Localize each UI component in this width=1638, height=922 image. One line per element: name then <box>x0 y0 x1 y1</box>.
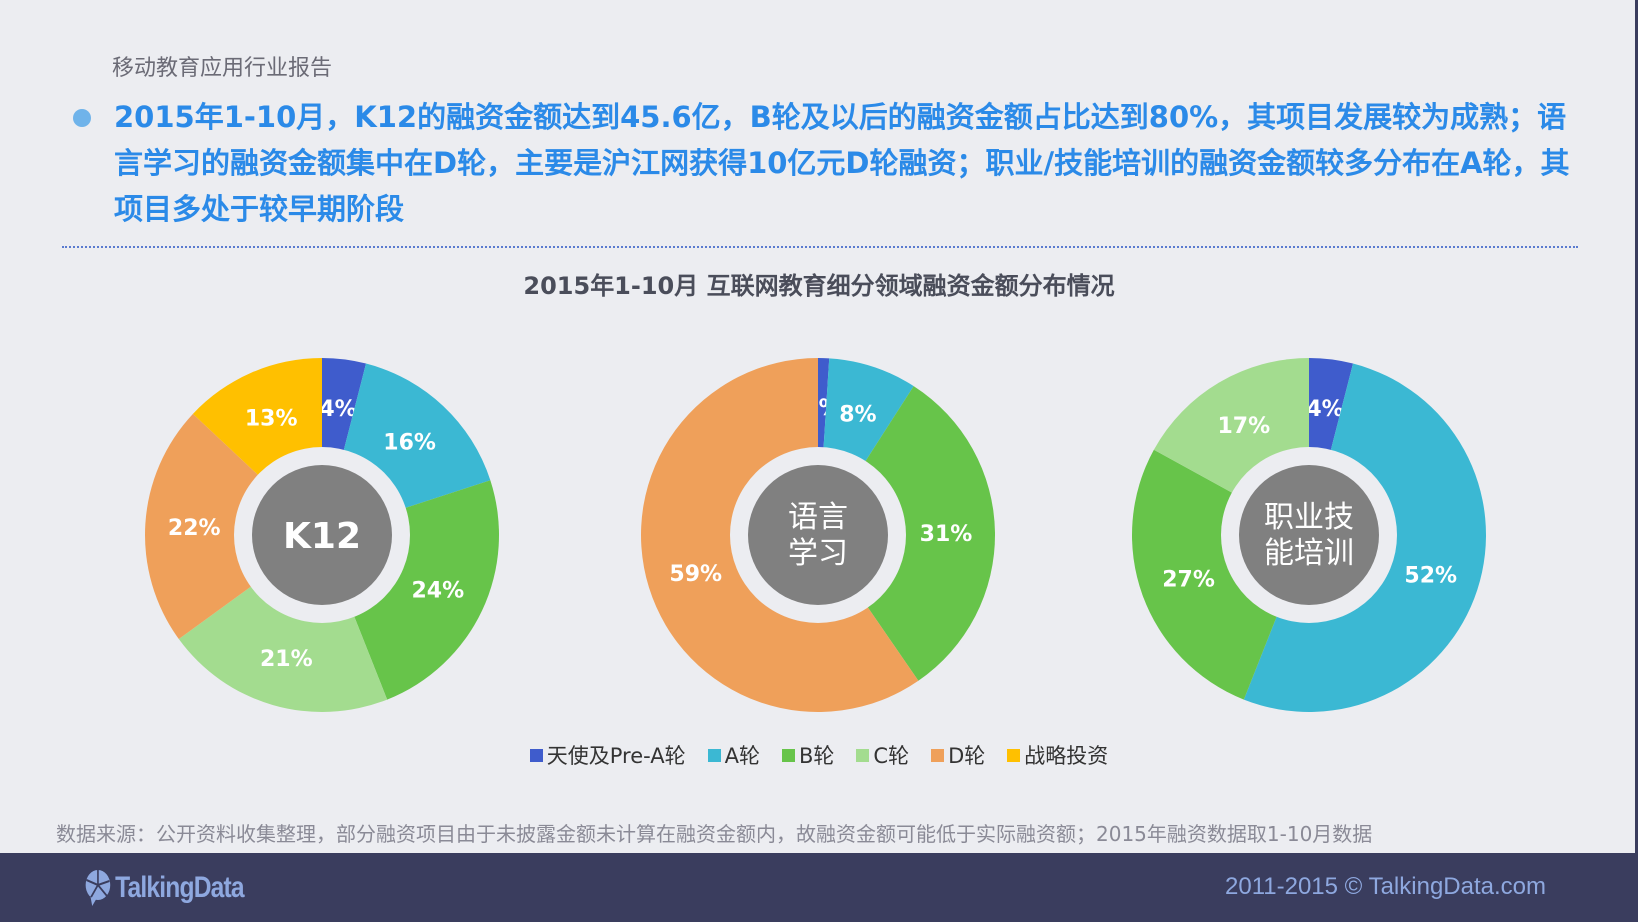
report-title: 移动教育应用行业报告 <box>112 56 333 81</box>
talkingdata-logo: TalkingData <box>84 869 245 907</box>
slice-label: 21% <box>260 647 313 672</box>
donut-slice <box>144 413 322 640</box>
donut-charts: 4%16%24%21%22%13%K121%8%31%59%语言学习4%52%2… <box>144 358 1487 712</box>
slice-label: 24% <box>411 578 464 603</box>
divider <box>62 246 1578 248</box>
summary-text: 2015年1-10月，K12的融资金额达到45.6亿，B轮及以后的融资金额占比达… <box>114 100 1570 226</box>
center-label: 语言学习 <box>788 500 848 571</box>
slice-label: 4% <box>319 397 356 422</box>
copyright: 2011-2015 © TalkingData.com <box>1225 873 1546 900</box>
slice-label: 16% <box>383 431 436 456</box>
legend-label: B轮 <box>798 744 835 768</box>
legend-item: C轮 <box>856 740 909 770</box>
legend-swatch <box>1007 748 1021 762</box>
legend-label: A轮 <box>724 744 760 768</box>
legend-swatch <box>529 748 543 762</box>
legend-item: A轮 <box>707 740 760 770</box>
center-circle <box>252 465 392 605</box>
donut-slice <box>818 386 995 681</box>
center-label: K12 <box>283 516 361 557</box>
slice-label: 13% <box>245 407 298 432</box>
legend-item: 战略投资 <box>1007 740 1108 770</box>
logo-icon <box>85 870 111 906</box>
legend-item: B轮 <box>781 740 835 770</box>
logo-text: TalkingData <box>115 871 244 904</box>
legend-swatch <box>781 748 795 762</box>
center-label: 职业技能培训 <box>1264 500 1354 571</box>
chart-title: 2015年1-10月 互联网教育细分领域融资金额分布情况 <box>523 272 1115 300</box>
legend-swatch <box>856 748 870 762</box>
legend-item: D轮 <box>931 740 985 770</box>
slice-label: 59% <box>669 562 722 587</box>
legend-swatch <box>707 748 721 762</box>
bullet-icon <box>73 109 91 127</box>
legend: 天使及Pre-A轮 A轮 B轮 C轮 D轮 战略投资 <box>0 740 1638 770</box>
legend-label: C轮 <box>873 744 910 768</box>
center-circle <box>748 465 888 605</box>
source-note: 数据来源：公开资料收集整理，部分融资项目由于未披露金额未计算在融资金额内，故融资… <box>56 822 1373 846</box>
right-border <box>1635 0 1638 922</box>
legend-label: 天使及Pre-A轮 <box>546 744 686 768</box>
slice-label: 31% <box>920 522 973 547</box>
slice-label: 22% <box>168 516 221 541</box>
legend-label: D轮 <box>948 744 986 768</box>
center-circle <box>1239 465 1379 605</box>
footer: TalkingData 2011-2015 © TalkingData.com <box>0 853 1638 922</box>
slice-label: 4% <box>1306 397 1343 422</box>
legend-label: 战略投资 <box>1024 744 1109 768</box>
slice-label: 17% <box>1218 414 1271 439</box>
slice-label: 52% <box>1404 564 1457 589</box>
legend-item: 天使及Pre-A轮 <box>529 740 686 770</box>
slice-label: 8% <box>839 402 876 427</box>
legend-swatch <box>931 748 945 762</box>
slice-label: 27% <box>1162 567 1215 592</box>
